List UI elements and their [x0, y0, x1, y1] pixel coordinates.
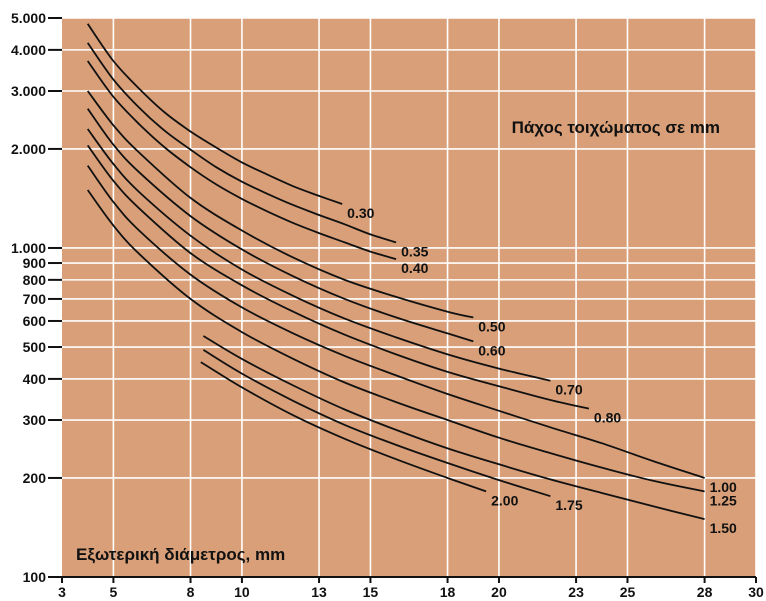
curve-label-2.00: 2.00	[491, 492, 518, 508]
curve-0.80	[86, 144, 590, 410]
curve-label-0.30: 0.30	[347, 205, 374, 221]
x-tick-label: 3	[58, 584, 66, 600]
x-tick-label: 23	[568, 584, 584, 600]
y-tick-label: 5.000	[11, 10, 46, 26]
curve-1.50	[202, 335, 705, 520]
axis-layer: 3 5 8 10 13 15 18 20 23 25 28 30 100 200 300 400 500 600 7…	[11, 10, 764, 600]
y-tick-label: 400	[23, 371, 47, 387]
curve-label-1.00: 1.00	[710, 479, 737, 495]
curve-label-0.40: 0.40	[401, 260, 428, 276]
curve-label-1.25: 1.25	[710, 492, 737, 508]
grid-layer	[62, 17, 757, 577]
y-tick-label: 900	[23, 255, 47, 271]
x-tick-label: 10	[234, 584, 250, 600]
x-axis-label: Εξωτερική διάμετρος, mm	[76, 545, 285, 564]
curve-1.00	[86, 165, 705, 479]
curve-label-0.35: 0.35	[401, 243, 428, 259]
y-tick-label: 100	[23, 569, 47, 585]
curve-label-layer: 0.30 0.350.40 0.50 0.60 0.70 0.80 1.001.25 1.50…	[347, 205, 737, 536]
curve-label-0.70: 0.70	[555, 382, 582, 398]
x-tick-label: 28	[697, 584, 713, 600]
curve-0.35	[86, 42, 397, 244]
x-tick-label: 18	[440, 584, 456, 600]
curve-0.40	[86, 60, 397, 260]
y-tick-label: 800	[23, 272, 47, 288]
y-tick-label: 600	[23, 313, 47, 329]
y-tick-label: 4.000	[11, 42, 46, 58]
curve-label-1.50: 1.50	[710, 520, 737, 536]
x-tick-label: 5	[110, 584, 118, 600]
y-tick-label: 1.000	[11, 240, 46, 256]
y-tick-label: 2.000	[11, 141, 46, 157]
y-tick-label: 700	[23, 291, 47, 307]
curve-1.75	[202, 349, 551, 498]
y-tick-label: 300	[23, 412, 47, 428]
curve-2.00	[200, 361, 487, 493]
curve-label-0.60: 0.60	[478, 342, 505, 358]
x-tick-label: 20	[491, 584, 507, 600]
x-tick-label: 30	[748, 584, 764, 600]
curve-label-0.80: 0.80	[594, 410, 621, 426]
x-tick-label: 25	[620, 584, 636, 600]
curve-1.25	[86, 189, 705, 493]
y-tick-label: 200	[23, 470, 47, 486]
x-tick-label: 15	[363, 584, 379, 600]
curve-0.50	[86, 90, 474, 319]
curve-0.60	[86, 108, 474, 343]
y-tick-label: 3.000	[11, 83, 46, 99]
x-tick-label: 8	[187, 584, 195, 600]
curve-0.70	[86, 128, 551, 382]
curve-label-0.50: 0.50	[478, 318, 505, 334]
y-tick-label: 500	[23, 339, 47, 355]
curve-label-1.75: 1.75	[555, 497, 582, 513]
x-tick-label: 13	[311, 584, 327, 600]
legend-title: Πάχος τοιχώματος σε mm	[512, 118, 720, 137]
plot-background	[62, 18, 756, 577]
curve-0.30	[86, 23, 343, 205]
curve-layer	[86, 23, 705, 520]
